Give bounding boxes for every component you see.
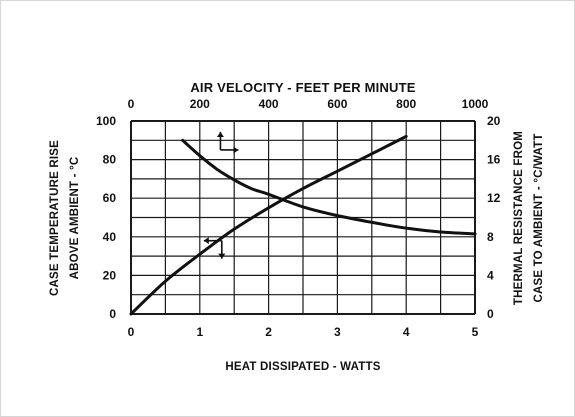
arrow-head-right <box>233 146 239 154</box>
x2-tick-label: 600 <box>327 97 347 111</box>
y-tick-label: 100 <box>96 114 116 128</box>
x-tick-label: 5 <box>472 325 479 339</box>
y2-tick-label: 20 <box>487 114 501 128</box>
y2-tick-label: 4 <box>487 268 494 282</box>
arrow-head-down <box>218 253 226 259</box>
x2-tick-label: 1000 <box>462 97 489 111</box>
y-tick-label: 20 <box>103 268 117 282</box>
left-axis-title-line2: ABOVE AMBIENT - °C <box>69 157 81 280</box>
right-axis-title-line1: THERMAL RESISTANCE FROM <box>513 131 525 305</box>
direction-arrows <box>203 131 239 259</box>
x-tick-label: 4 <box>403 325 410 339</box>
arrow-head-up <box>216 131 224 137</box>
arrow-marker-top-right-axes <box>216 131 239 154</box>
arrow-head-left <box>203 237 209 245</box>
x2-tick-label: 800 <box>396 97 416 111</box>
x2-tick-label: 200 <box>190 97 210 111</box>
y2-tick-label: 8 <box>487 230 494 244</box>
x-tick-label: 3 <box>334 325 341 339</box>
curves <box>129 134 477 316</box>
x2-tick-label: 0 <box>128 97 135 111</box>
y-tick-label: 80 <box>103 153 117 167</box>
x-tick-label: 2 <box>265 325 272 339</box>
top-axis-title: AIR VELOCITY - FEET PER MINUTE <box>190 80 415 95</box>
y-tick-label: 0 <box>109 307 116 321</box>
bottom-axis-title: HEAT DISSIPATED - WATTS <box>225 361 380 373</box>
grid <box>130 120 476 315</box>
arrow-marker-bottom-left-axes <box>203 237 226 259</box>
left-axis-title-line1: CASE TEMPERATURE RISE <box>49 140 61 296</box>
x-tick-label: 1 <box>196 325 203 339</box>
y-tick-label: 60 <box>103 191 117 205</box>
x2-tick-label: 400 <box>259 97 279 111</box>
series-thermal-resistance-curve <box>181 138 477 236</box>
right-axis-title-line2: CASE TO AMBIENT - °C/WATT <box>533 133 545 302</box>
series-temperature-rise-curve <box>129 134 408 316</box>
y2-tick-label: 12 <box>487 191 501 205</box>
y2-tick-label: 16 <box>487 153 501 167</box>
x-tick-label: 0 <box>128 325 135 339</box>
y2-tick-label: 0 <box>487 307 494 321</box>
tick-labels: 0 1 2 3 4 50 200 400 600 800 100002040608010004812… <box>96 97 501 339</box>
y-tick-label: 40 <box>103 230 117 244</box>
